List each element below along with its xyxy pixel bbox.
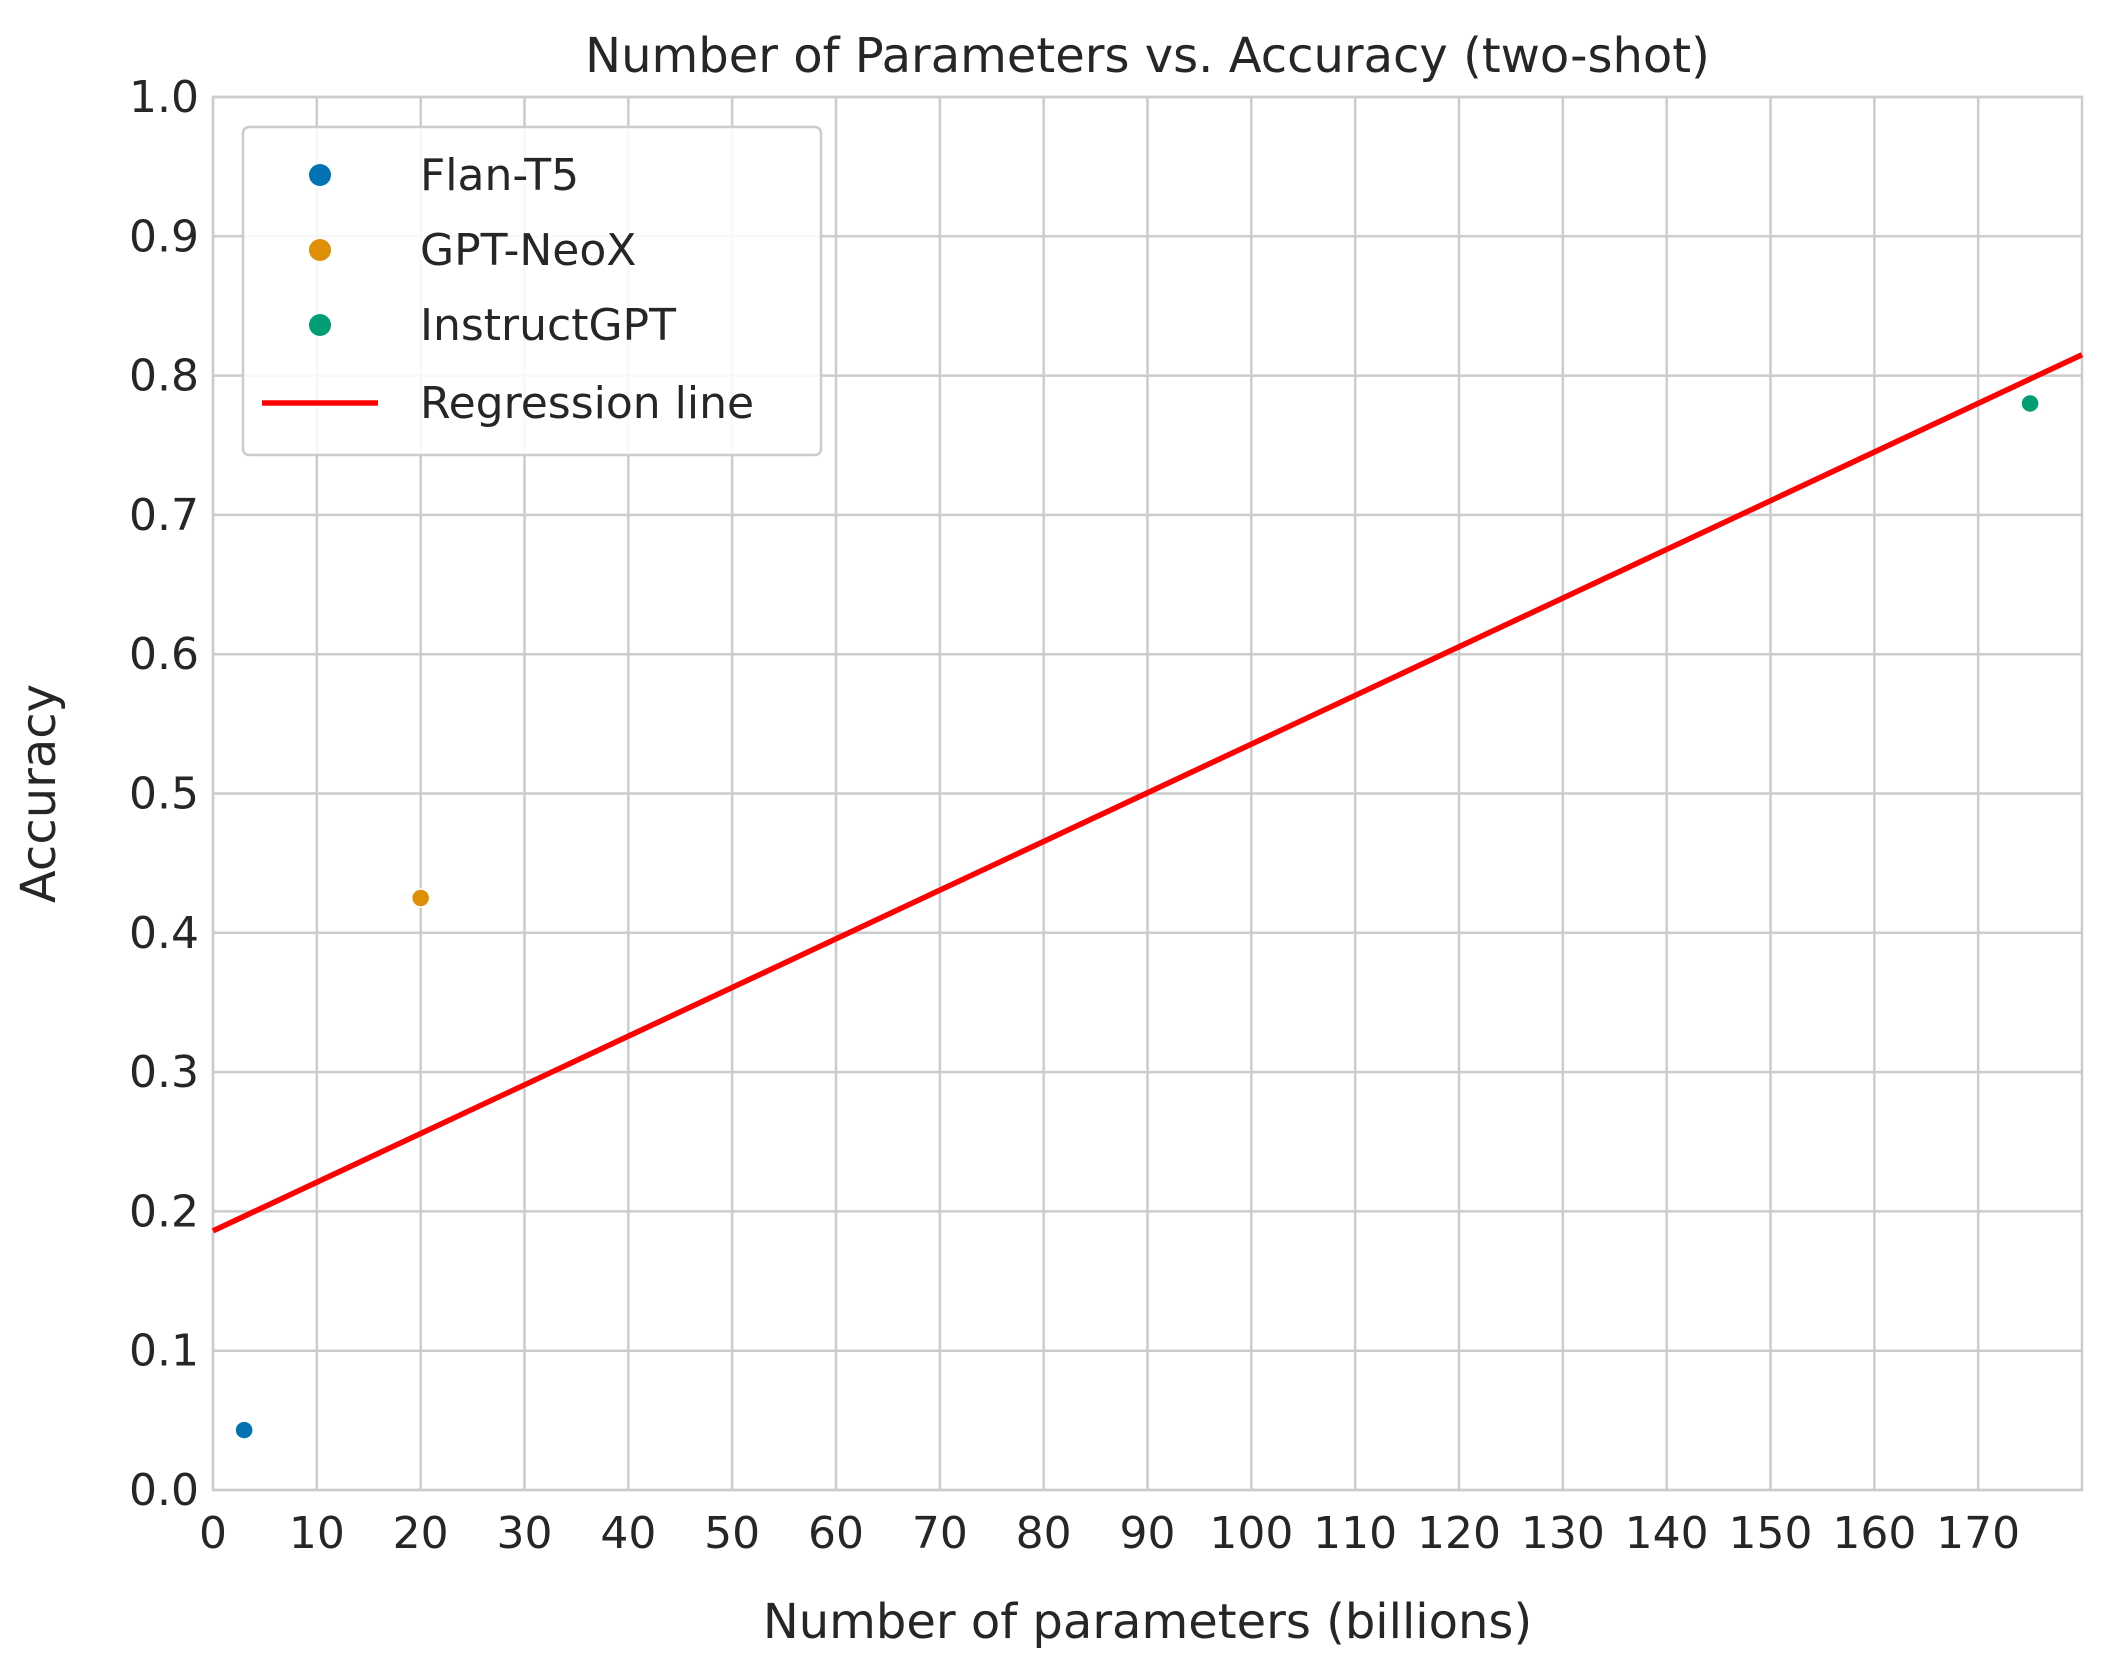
y-tick-label: 0.3 — [129, 1047, 199, 1098]
data-point-flan-t5 — [234, 1420, 254, 1440]
y-tick-label: 0.6 — [129, 629, 199, 680]
y-tick-label: 0.8 — [129, 351, 199, 402]
y-tick-label: 0.0 — [129, 1465, 199, 1516]
y-tick-label: 0.1 — [129, 1326, 199, 1377]
regression-line — [211, 352, 2084, 1234]
x-tick-labels: 0 10 20 30 40 50 60 70 80 90 100 110 120 130 140 150 160… — [199, 1508, 2020, 1559]
legend-marker-gpt-neox — [309, 239, 331, 261]
y-tick-label: 0.9 — [129, 211, 199, 262]
y-tick-label: 0.2 — [129, 1186, 199, 1237]
x-tick-label: 50 — [704, 1508, 760, 1559]
chart-title: Number of Parameters vs. Accuracy (two-s… — [585, 28, 1710, 84]
x-tick-label: 100 — [1209, 1508, 1293, 1559]
legend-label-regression-line: Regression line — [420, 378, 754, 429]
legend-marker-flan-t5 — [309, 164, 331, 186]
x-tick-label: 140 — [1625, 1508, 1709, 1559]
legend-label-flan-t5: Flan-T5 — [420, 150, 579, 201]
legend-label-instructgpt: InstructGPT — [420, 300, 676, 351]
x-tick-label: 170 — [1936, 1508, 2020, 1559]
regression-line-group — [211, 352, 2084, 1234]
legend: Flan-T5 GPT-NeoX InstructGPT Regression lin… — [241, 125, 823, 457]
x-tick-label: 150 — [1729, 1508, 1813, 1559]
y-tick-labels: 0.0 0.1 0.2 0.3 0.4 0.5 0.6 0.7 0.8 0.9 1.0 — [129, 72, 199, 1516]
x-tick-label: 90 — [1120, 1508, 1176, 1559]
y-tick-label: 1.0 — [129, 72, 199, 123]
x-tick-label: 10 — [289, 1508, 345, 1559]
y-axis-title: Accuracy — [11, 684, 67, 903]
x-tick-label: 20 — [393, 1508, 449, 1559]
y-tick-label: 0.5 — [129, 769, 199, 820]
y-tick-label: 0.4 — [129, 908, 199, 959]
plot-area-frame — [211, 95, 2084, 1492]
legend-frame — [241, 125, 823, 457]
data-point-gpt-neox — [410, 888, 431, 908]
x-tick-label: 160 — [1832, 1508, 1916, 1559]
x-axis-title: Number of parameters (billions) — [763, 1594, 1532, 1650]
y-tick-label: 0.7 — [129, 490, 199, 541]
data-point-instructgpt — [2020, 393, 2040, 414]
x-tick-label: 70 — [912, 1508, 968, 1559]
x-tick-label: 60 — [808, 1508, 864, 1559]
data-points — [234, 393, 2040, 1440]
x-tick-label: 120 — [1417, 1508, 1501, 1559]
x-tick-label: 130 — [1521, 1508, 1605, 1559]
legend-marker-instructgpt — [309, 314, 331, 336]
x-tick-label: 110 — [1313, 1508, 1397, 1559]
x-tick-label: 0 — [199, 1508, 227, 1559]
x-tick-label: 80 — [1016, 1508, 1072, 1559]
x-tick-label: 30 — [497, 1508, 553, 1559]
legend-label-gpt-neox: GPT-NeoX — [420, 225, 636, 276]
x-tick-label: 40 — [600, 1508, 656, 1559]
